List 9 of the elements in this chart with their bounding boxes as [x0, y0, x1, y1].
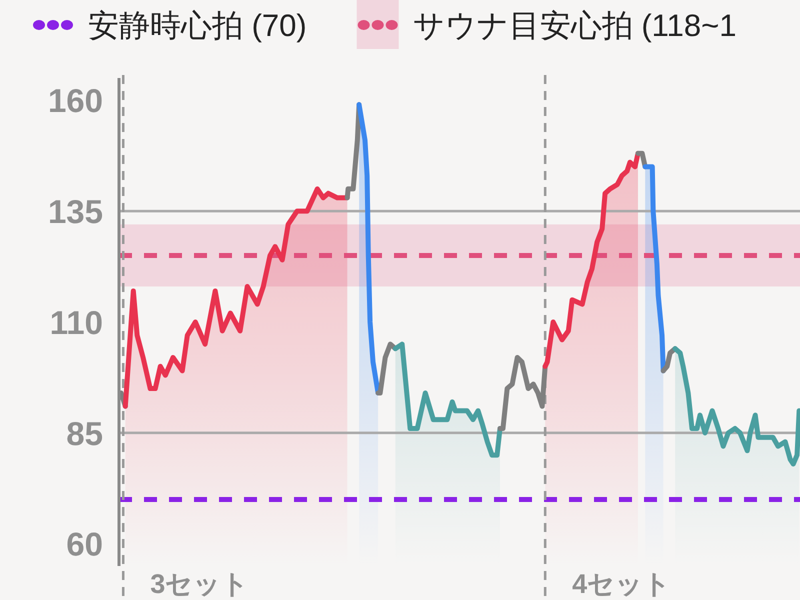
legend-label: 安静時心拍 (70)	[88, 8, 307, 44]
y-tick-label: 135	[48, 192, 103, 230]
legend-label: サウナ目安心拍 (118~1	[412, 8, 736, 44]
ref-line-label: 4セット	[572, 569, 672, 599]
y-tick-label: 60	[66, 526, 103, 563]
y-tick-label: 85	[66, 414, 103, 452]
y-tick-label: 110	[50, 304, 103, 341]
y-tick-label: 160	[48, 82, 103, 120]
ref-line-label: 3セット	[150, 569, 250, 599]
